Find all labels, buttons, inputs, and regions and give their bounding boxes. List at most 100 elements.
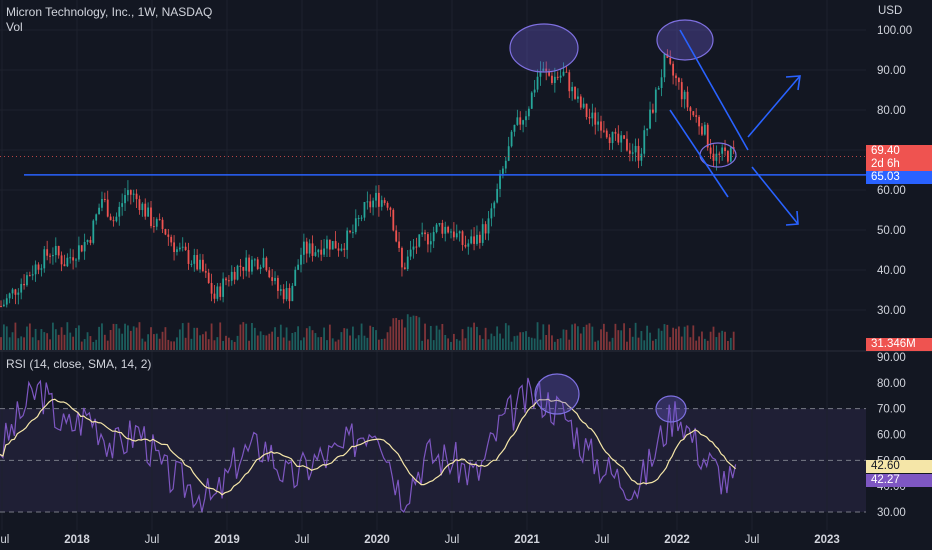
volume-bar xyxy=(141,338,144,350)
volume-bar xyxy=(52,322,54,350)
rsi-ellipse-1[interactable] xyxy=(534,373,580,415)
volume-bar xyxy=(115,324,118,350)
candle-body xyxy=(135,193,138,200)
candle-body xyxy=(251,259,253,272)
candle-body xyxy=(199,259,201,270)
candle-body xyxy=(614,131,617,134)
candle-body xyxy=(721,147,724,154)
candle-body xyxy=(516,117,519,125)
candle-body xyxy=(233,271,236,280)
candle-body xyxy=(617,133,620,143)
rsi-legend[interactable]: RSI (14, close, SMA, 14, 2) xyxy=(6,357,152,371)
rsi-tick-label: 60.00 xyxy=(877,430,906,442)
volume-bar xyxy=(496,326,499,350)
candle-body xyxy=(568,72,571,92)
candle-body xyxy=(470,236,473,244)
volume-legend[interactable]: Vol xyxy=(6,20,23,34)
volume-bar xyxy=(265,335,268,350)
candle-body xyxy=(323,248,325,255)
volume-bar xyxy=(106,340,109,350)
rsi-drawings[interactable] xyxy=(534,373,687,423)
volume-bar xyxy=(683,326,686,350)
volume-bar xyxy=(34,328,37,350)
volume-bar xyxy=(698,336,700,350)
candle-body xyxy=(600,121,602,131)
volume-bar xyxy=(432,340,435,350)
candle-body xyxy=(424,232,426,235)
volume-bar xyxy=(504,323,507,350)
volume-bar xyxy=(101,323,103,350)
volume-bar xyxy=(72,336,75,350)
volume-bar xyxy=(340,332,343,350)
candle-body xyxy=(222,278,225,297)
volume-bar xyxy=(216,337,219,350)
candle-body xyxy=(173,242,175,253)
volume-bar xyxy=(545,335,548,350)
volume-bar xyxy=(31,337,34,350)
candle-body xyxy=(95,214,98,221)
candle-body xyxy=(2,304,5,307)
candle-body xyxy=(101,198,103,208)
volume-bar xyxy=(614,323,617,350)
volume-bar xyxy=(161,331,164,350)
volume-bar xyxy=(155,333,158,350)
rsi-ellipse-2[interactable] xyxy=(655,395,687,423)
price-axis[interactable]: 100.0090.0080.0070.0060.0050.0040.0030.0… xyxy=(877,25,912,317)
channel-upper-line[interactable] xyxy=(679,29,749,151)
candle-body xyxy=(522,120,525,125)
bearish-arrow-line[interactable] xyxy=(751,166,799,225)
candle-body xyxy=(80,245,83,252)
volume-bar xyxy=(686,325,689,350)
candle-body xyxy=(75,259,77,261)
candle-body xyxy=(559,75,562,78)
volume-bar xyxy=(427,339,429,350)
volume-bar xyxy=(170,341,173,350)
candle-body xyxy=(354,218,357,233)
volume-bar xyxy=(724,331,726,350)
volume-bar xyxy=(129,330,132,350)
volume-bar xyxy=(222,340,225,350)
candle-body xyxy=(510,131,513,147)
candle-body xyxy=(556,76,559,78)
volume-bar xyxy=(8,337,11,350)
volume-bar xyxy=(602,323,605,350)
volume-bar xyxy=(245,323,248,350)
candle-body xyxy=(144,203,147,217)
volume-bar xyxy=(262,334,265,350)
top-ellipse-1[interactable] xyxy=(509,23,579,73)
volume-bar xyxy=(346,328,349,350)
symbol-title[interactable]: Micron Technology, Inc., 1W, NASDAQ xyxy=(6,5,213,19)
volume-bar xyxy=(591,326,594,350)
candle-body xyxy=(274,277,276,281)
volume-bar xyxy=(499,333,501,350)
volume-bar xyxy=(46,333,49,350)
volume-bar xyxy=(173,341,175,350)
trend-drawings[interactable] xyxy=(509,19,801,226)
candle-body xyxy=(634,145,637,153)
candle-body xyxy=(302,241,305,255)
price-tick-label: 50.00 xyxy=(877,225,906,237)
candle-body xyxy=(383,200,386,203)
currency-label: USD xyxy=(878,5,902,17)
volume-bar xyxy=(692,325,695,350)
volume-bar xyxy=(213,340,216,350)
volume-bar xyxy=(297,326,300,350)
volume-bar xyxy=(689,337,692,350)
bullish-arrow-head xyxy=(785,75,801,91)
candle-body xyxy=(170,236,173,243)
channel-lower-line[interactable] xyxy=(669,109,729,198)
candle-body xyxy=(54,245,57,256)
candle-body xyxy=(398,241,400,248)
volume-bar xyxy=(565,329,568,350)
candle-body xyxy=(210,283,213,294)
bullish-arrow-line[interactable] xyxy=(747,75,801,138)
volume-bar xyxy=(11,332,14,350)
volume-bar xyxy=(193,327,196,350)
candle-body xyxy=(412,246,415,250)
candle-body xyxy=(83,241,86,252)
candle-body xyxy=(277,277,279,291)
time-axis[interactable]: Jul 2018 Jul 2019 Jul 2020 Jul 2021 Jul 2022 Jul 20… xyxy=(0,534,840,546)
volume-bar xyxy=(594,341,597,350)
volume-bar xyxy=(219,322,222,350)
